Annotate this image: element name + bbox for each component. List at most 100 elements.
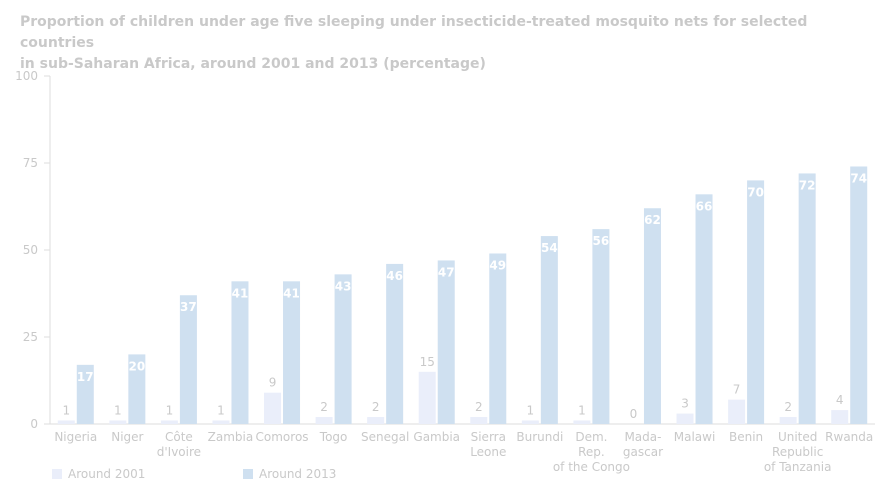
legend-swatch-around-2013 (243, 469, 253, 479)
y-tick-label-0: 0 (30, 417, 38, 431)
x-tick-label-11-1: gascar (623, 445, 663, 459)
x-tick-label-12-0: Malawi (674, 430, 716, 444)
y-tick-label-25: 25 (23, 330, 38, 344)
x-tick-label-11-0: Mada- (624, 430, 661, 444)
data-label-around-2001-11: 0 (630, 407, 638, 421)
data-label-around-2001-12: 3 (681, 397, 689, 411)
data-label-around-2013-0: 17 (77, 370, 94, 384)
bar-around-2013-14 (798, 173, 816, 424)
x-tick-label-6-0: Senegal (361, 430, 409, 444)
bar-around-2013-4 (283, 281, 301, 424)
bar-around-2013-8 (489, 253, 507, 424)
data-label-around-2013-2: 37 (180, 300, 197, 314)
bar-around-2013-9 (540, 236, 558, 424)
bar-around-2001-0 (57, 420, 75, 424)
x-tick-label-7-0: Gambia (413, 430, 460, 444)
chart-title-line-2: in sub-Saharan Africa, around 2001 and 2… (20, 56, 486, 72)
data-label-around-2013-9: 54 (541, 241, 558, 255)
data-label-around-2013-14: 72 (799, 178, 816, 192)
bar-around-2001-2 (160, 420, 178, 424)
data-label-around-2013-10: 56 (593, 234, 610, 248)
bar-around-2001-5 (315, 417, 333, 424)
data-label-around-2013-6: 46 (386, 269, 403, 283)
bar-around-2013-15 (850, 166, 868, 425)
x-tick-label-14-1: Republic (772, 445, 823, 459)
data-label-around-2001-6: 2 (372, 400, 380, 414)
data-label-around-2013-12: 66 (696, 199, 713, 213)
data-label-around-2001-8: 2 (475, 400, 483, 414)
bar-around-2001-8 (470, 417, 488, 424)
bar-around-2001-4 (264, 392, 282, 424)
bar-around-2001-1 (109, 420, 127, 424)
data-label-around-2013-13: 70 (747, 185, 764, 199)
data-label-around-2013-15: 74 (850, 171, 867, 185)
bar-around-2013-7 (437, 260, 455, 424)
bar-around-2013-3 (231, 281, 249, 424)
x-tick-label-10-1: Rep. (578, 445, 605, 459)
bar-around-2013-5 (334, 274, 352, 424)
data-label-around-2001-14: 2 (784, 400, 792, 414)
legend-item-around-2013: Around 2013 (243, 467, 336, 481)
bar-around-2001-12 (676, 413, 694, 424)
data-label-around-2013-4: 41 (283, 286, 300, 300)
y-tick-label-100: 100 (15, 69, 38, 83)
data-label-around-2001-4: 9 (269, 376, 277, 390)
data-label-around-2013-1: 20 (128, 359, 145, 373)
x-tick-label-4-0: Comoros (256, 430, 309, 444)
x-tick-label-10-2: of the Congo (553, 460, 630, 474)
x-tick-label-15-0: Rwanda (825, 430, 873, 444)
bar-around-2001-10 (573, 420, 591, 424)
data-label-around-2013-5: 43 (335, 279, 352, 293)
data-label-around-2001-9: 1 (527, 404, 535, 418)
chart-title-line-1: Proportion of children under age five sl… (20, 14, 808, 51)
x-tick-label-3-0: Zambia (208, 430, 254, 444)
legend-item-around-2001: Around 2001 (52, 467, 145, 481)
data-label-around-2001-5: 2 (320, 400, 328, 414)
bar-around-2013-13 (747, 180, 765, 424)
data-label-around-2001-0: 1 (62, 404, 70, 418)
y-tick-label-50: 50 (23, 243, 38, 257)
legend-label-around-2001: Around 2001 (68, 467, 146, 481)
data-label-around-2001-10: 1 (578, 404, 586, 418)
y-tick-label-75: 75 (23, 156, 38, 170)
bar-around-2013-0 (76, 364, 94, 424)
data-label-around-2013-8: 49 (489, 258, 506, 272)
x-tick-label-14-2: of Tanzania (764, 460, 832, 474)
bar-around-2001-3 (212, 420, 230, 424)
data-label-around-2001-2: 1 (166, 404, 174, 418)
data-label-around-2001-3: 1 (217, 404, 225, 418)
x-tick-label-9-0: Burundi (516, 430, 563, 444)
bar-around-2001-9 (521, 420, 539, 424)
bar-around-2001-6 (367, 417, 385, 424)
x-tick-label-0-0: Nigeria (54, 430, 97, 444)
data-label-around-2001-1: 1 (114, 404, 122, 418)
legend-label-around-2013: Around 2013 (259, 467, 337, 481)
bar-around-2001-7 (418, 371, 436, 424)
bar-around-2013-12 (695, 194, 713, 424)
bar-around-2013-1 (128, 354, 146, 424)
x-tick-label-2-0: Côte (165, 430, 193, 444)
x-tick-label-8-1: Leone (470, 445, 506, 459)
bar-around-2001-14 (779, 417, 797, 424)
bar-around-2001-13 (728, 399, 746, 424)
data-label-around-2013-7: 47 (438, 265, 455, 279)
data-label-around-2013-3: 41 (232, 286, 249, 300)
legend-swatch-around-2001 (52, 469, 62, 479)
x-tick-label-10-0: Dem. (575, 430, 607, 444)
data-label-around-2001-15: 4 (836, 393, 844, 407)
x-tick-label-8-0: Sierra (471, 430, 506, 444)
x-tick-label-14-0: United (778, 430, 817, 444)
x-tick-label-2-1: d'Ivoire (157, 445, 201, 459)
chart-title: Proportion of children under age five sl… (20, 12, 880, 75)
data-label-around-2001-7: 15 (420, 355, 435, 369)
bar-around-2013-6 (386, 263, 404, 424)
x-tick-label-5-0: Togo (319, 430, 348, 444)
x-tick-label-1-0: Niger (111, 430, 143, 444)
x-tick-label-13-0: Benin (729, 430, 763, 444)
data-label-around-2001-13: 7 (733, 383, 741, 397)
bar-around-2013-11 (643, 208, 661, 424)
bar-around-2001-15 (831, 410, 849, 424)
data-label-around-2013-11: 62 (644, 213, 661, 227)
bar-around-2013-2 (179, 295, 197, 424)
